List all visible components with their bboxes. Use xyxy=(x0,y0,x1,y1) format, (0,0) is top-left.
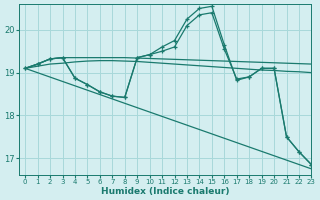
X-axis label: Humidex (Indice chaleur): Humidex (Indice chaleur) xyxy=(101,187,229,196)
